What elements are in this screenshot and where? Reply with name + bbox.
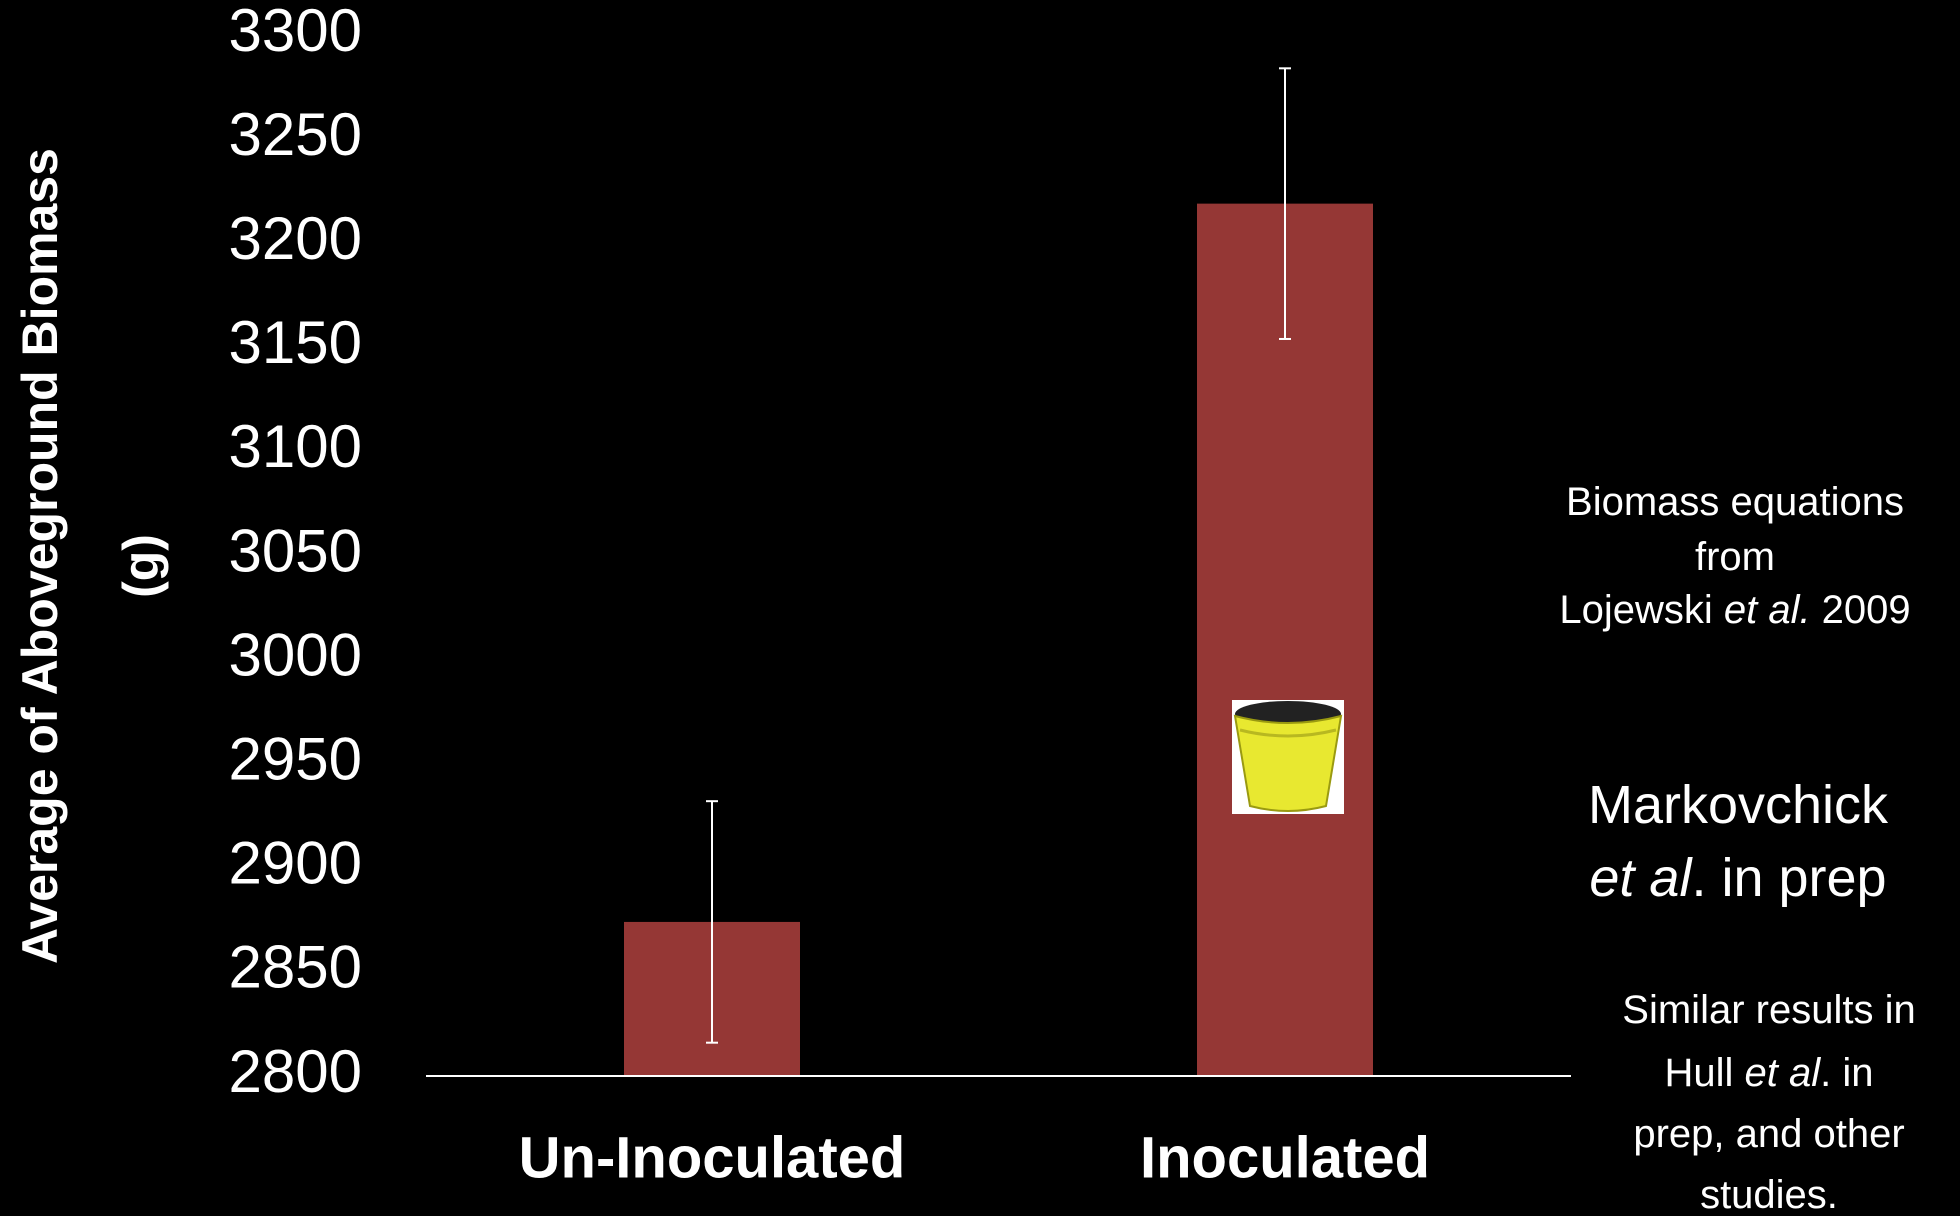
y-tick-label: 2800 [229, 1038, 362, 1105]
y-label: Average of Aboveground Biomass [12, 148, 68, 964]
annotation-line: from [1695, 535, 1775, 579]
y-tick-label: 3050 [229, 517, 362, 584]
error-bar [706, 800, 718, 1044]
annotation-line: studies. [1700, 1173, 1838, 1216]
annotation-text: Biomass equations [1566, 480, 1904, 524]
annotation-line: prep, and other [1633, 1112, 1904, 1156]
annotation-text: Markovchick [1588, 775, 1889, 835]
annotation-text: . in [1820, 1051, 1873, 1095]
y-tick-label: 3200 [229, 205, 362, 272]
annotation-text: 2009 [1811, 588, 1911, 632]
annotation-text: et al [1745, 1051, 1822, 1095]
bucket-image [1232, 700, 1344, 814]
annotation-text: prep, and other [1633, 1112, 1904, 1156]
annotation-text: et al [1589, 848, 1693, 908]
y-tick-label: 2850 [229, 934, 362, 1001]
y-axis-title: Average of Aboveground Biomass [12, 148, 68, 964]
x-tick-label: Un-Inoculated [519, 1125, 906, 1190]
y-tick-label: 3000 [229, 621, 362, 688]
annotation-line: et al. in prep [1589, 848, 1886, 908]
annotation-line: Lojewski et al. 2009 [1559, 588, 1910, 632]
y-tick-label: 3300 [229, 0, 362, 64]
x-tick-label: Inoculated [1140, 1125, 1430, 1190]
y-tick-label: 2900 [229, 830, 362, 897]
annotation-text: . in prep [1691, 848, 1886, 908]
annotation-text: Similar results in [1622, 988, 1915, 1032]
annotation-line: Biomass equations [1566, 480, 1904, 524]
annotation-line: Similar results in [1622, 988, 1915, 1032]
annotation-line: Markovchick [1588, 775, 1889, 835]
y-tick-label: 2950 [229, 726, 362, 793]
y-axis-unit: (g) [113, 534, 169, 598]
annotation-text: Lojewski [1559, 588, 1724, 632]
annotation-text: studies. [1700, 1173, 1838, 1216]
y-tick-label: 3100 [229, 413, 362, 480]
annotation-text: from [1695, 535, 1775, 579]
y-tick-label: 3150 [229, 309, 362, 376]
y-tick-label: 3250 [229, 101, 362, 168]
error-bar [1279, 67, 1291, 340]
annotation-text: Hull [1665, 1051, 1745, 1095]
annotation-line: Hull et al. in [1665, 1051, 1874, 1095]
bar [1197, 203, 1373, 1077]
y-label-unit: (g) [113, 534, 169, 598]
annotation-text: et al. [1724, 588, 1811, 632]
